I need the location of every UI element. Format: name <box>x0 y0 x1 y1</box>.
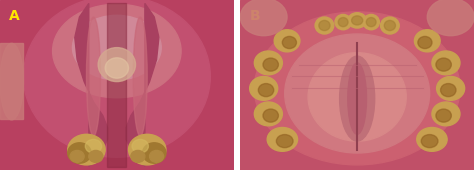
Ellipse shape <box>276 135 293 148</box>
Polygon shape <box>108 3 126 167</box>
Ellipse shape <box>414 30 440 52</box>
Ellipse shape <box>132 139 148 153</box>
Ellipse shape <box>53 4 181 98</box>
Ellipse shape <box>381 17 399 34</box>
Polygon shape <box>75 3 108 167</box>
Ellipse shape <box>105 58 128 78</box>
Ellipse shape <box>335 14 351 30</box>
Ellipse shape <box>366 18 376 27</box>
Text: A: A <box>9 8 20 22</box>
Ellipse shape <box>427 0 474 36</box>
Ellipse shape <box>263 109 278 122</box>
Ellipse shape <box>263 58 278 71</box>
Ellipse shape <box>274 30 300 52</box>
Ellipse shape <box>143 143 166 163</box>
Ellipse shape <box>131 150 145 162</box>
Ellipse shape <box>308 53 406 141</box>
Ellipse shape <box>436 109 451 122</box>
Ellipse shape <box>240 0 287 36</box>
Ellipse shape <box>432 51 460 75</box>
Ellipse shape <box>128 134 166 165</box>
Ellipse shape <box>432 102 460 126</box>
Ellipse shape <box>23 0 210 157</box>
Ellipse shape <box>250 76 278 100</box>
Ellipse shape <box>86 17 100 136</box>
Ellipse shape <box>267 128 298 151</box>
Ellipse shape <box>255 102 283 126</box>
Ellipse shape <box>258 84 273 97</box>
Ellipse shape <box>0 43 23 120</box>
Ellipse shape <box>384 20 395 31</box>
Ellipse shape <box>68 134 105 165</box>
Ellipse shape <box>340 56 374 141</box>
Ellipse shape <box>421 135 438 148</box>
Ellipse shape <box>285 34 429 153</box>
Ellipse shape <box>319 20 330 31</box>
Ellipse shape <box>85 139 101 153</box>
Polygon shape <box>126 3 159 167</box>
Ellipse shape <box>68 143 91 163</box>
Ellipse shape <box>255 12 460 165</box>
Ellipse shape <box>441 84 456 97</box>
Ellipse shape <box>436 58 451 71</box>
Ellipse shape <box>283 36 296 49</box>
Ellipse shape <box>348 13 366 28</box>
Ellipse shape <box>338 18 348 27</box>
Ellipse shape <box>133 17 147 136</box>
Ellipse shape <box>315 17 334 34</box>
Ellipse shape <box>70 150 84 162</box>
Ellipse shape <box>255 51 283 75</box>
Ellipse shape <box>89 150 103 162</box>
Ellipse shape <box>417 128 447 151</box>
Ellipse shape <box>73 15 161 80</box>
Bar <box>0 42 23 119</box>
Ellipse shape <box>243 5 472 170</box>
Ellipse shape <box>98 48 136 82</box>
Ellipse shape <box>437 76 465 100</box>
Ellipse shape <box>418 36 432 49</box>
Ellipse shape <box>352 16 363 25</box>
Text: B: B <box>250 8 260 22</box>
Ellipse shape <box>348 63 366 134</box>
Ellipse shape <box>150 150 164 162</box>
Ellipse shape <box>363 14 379 30</box>
